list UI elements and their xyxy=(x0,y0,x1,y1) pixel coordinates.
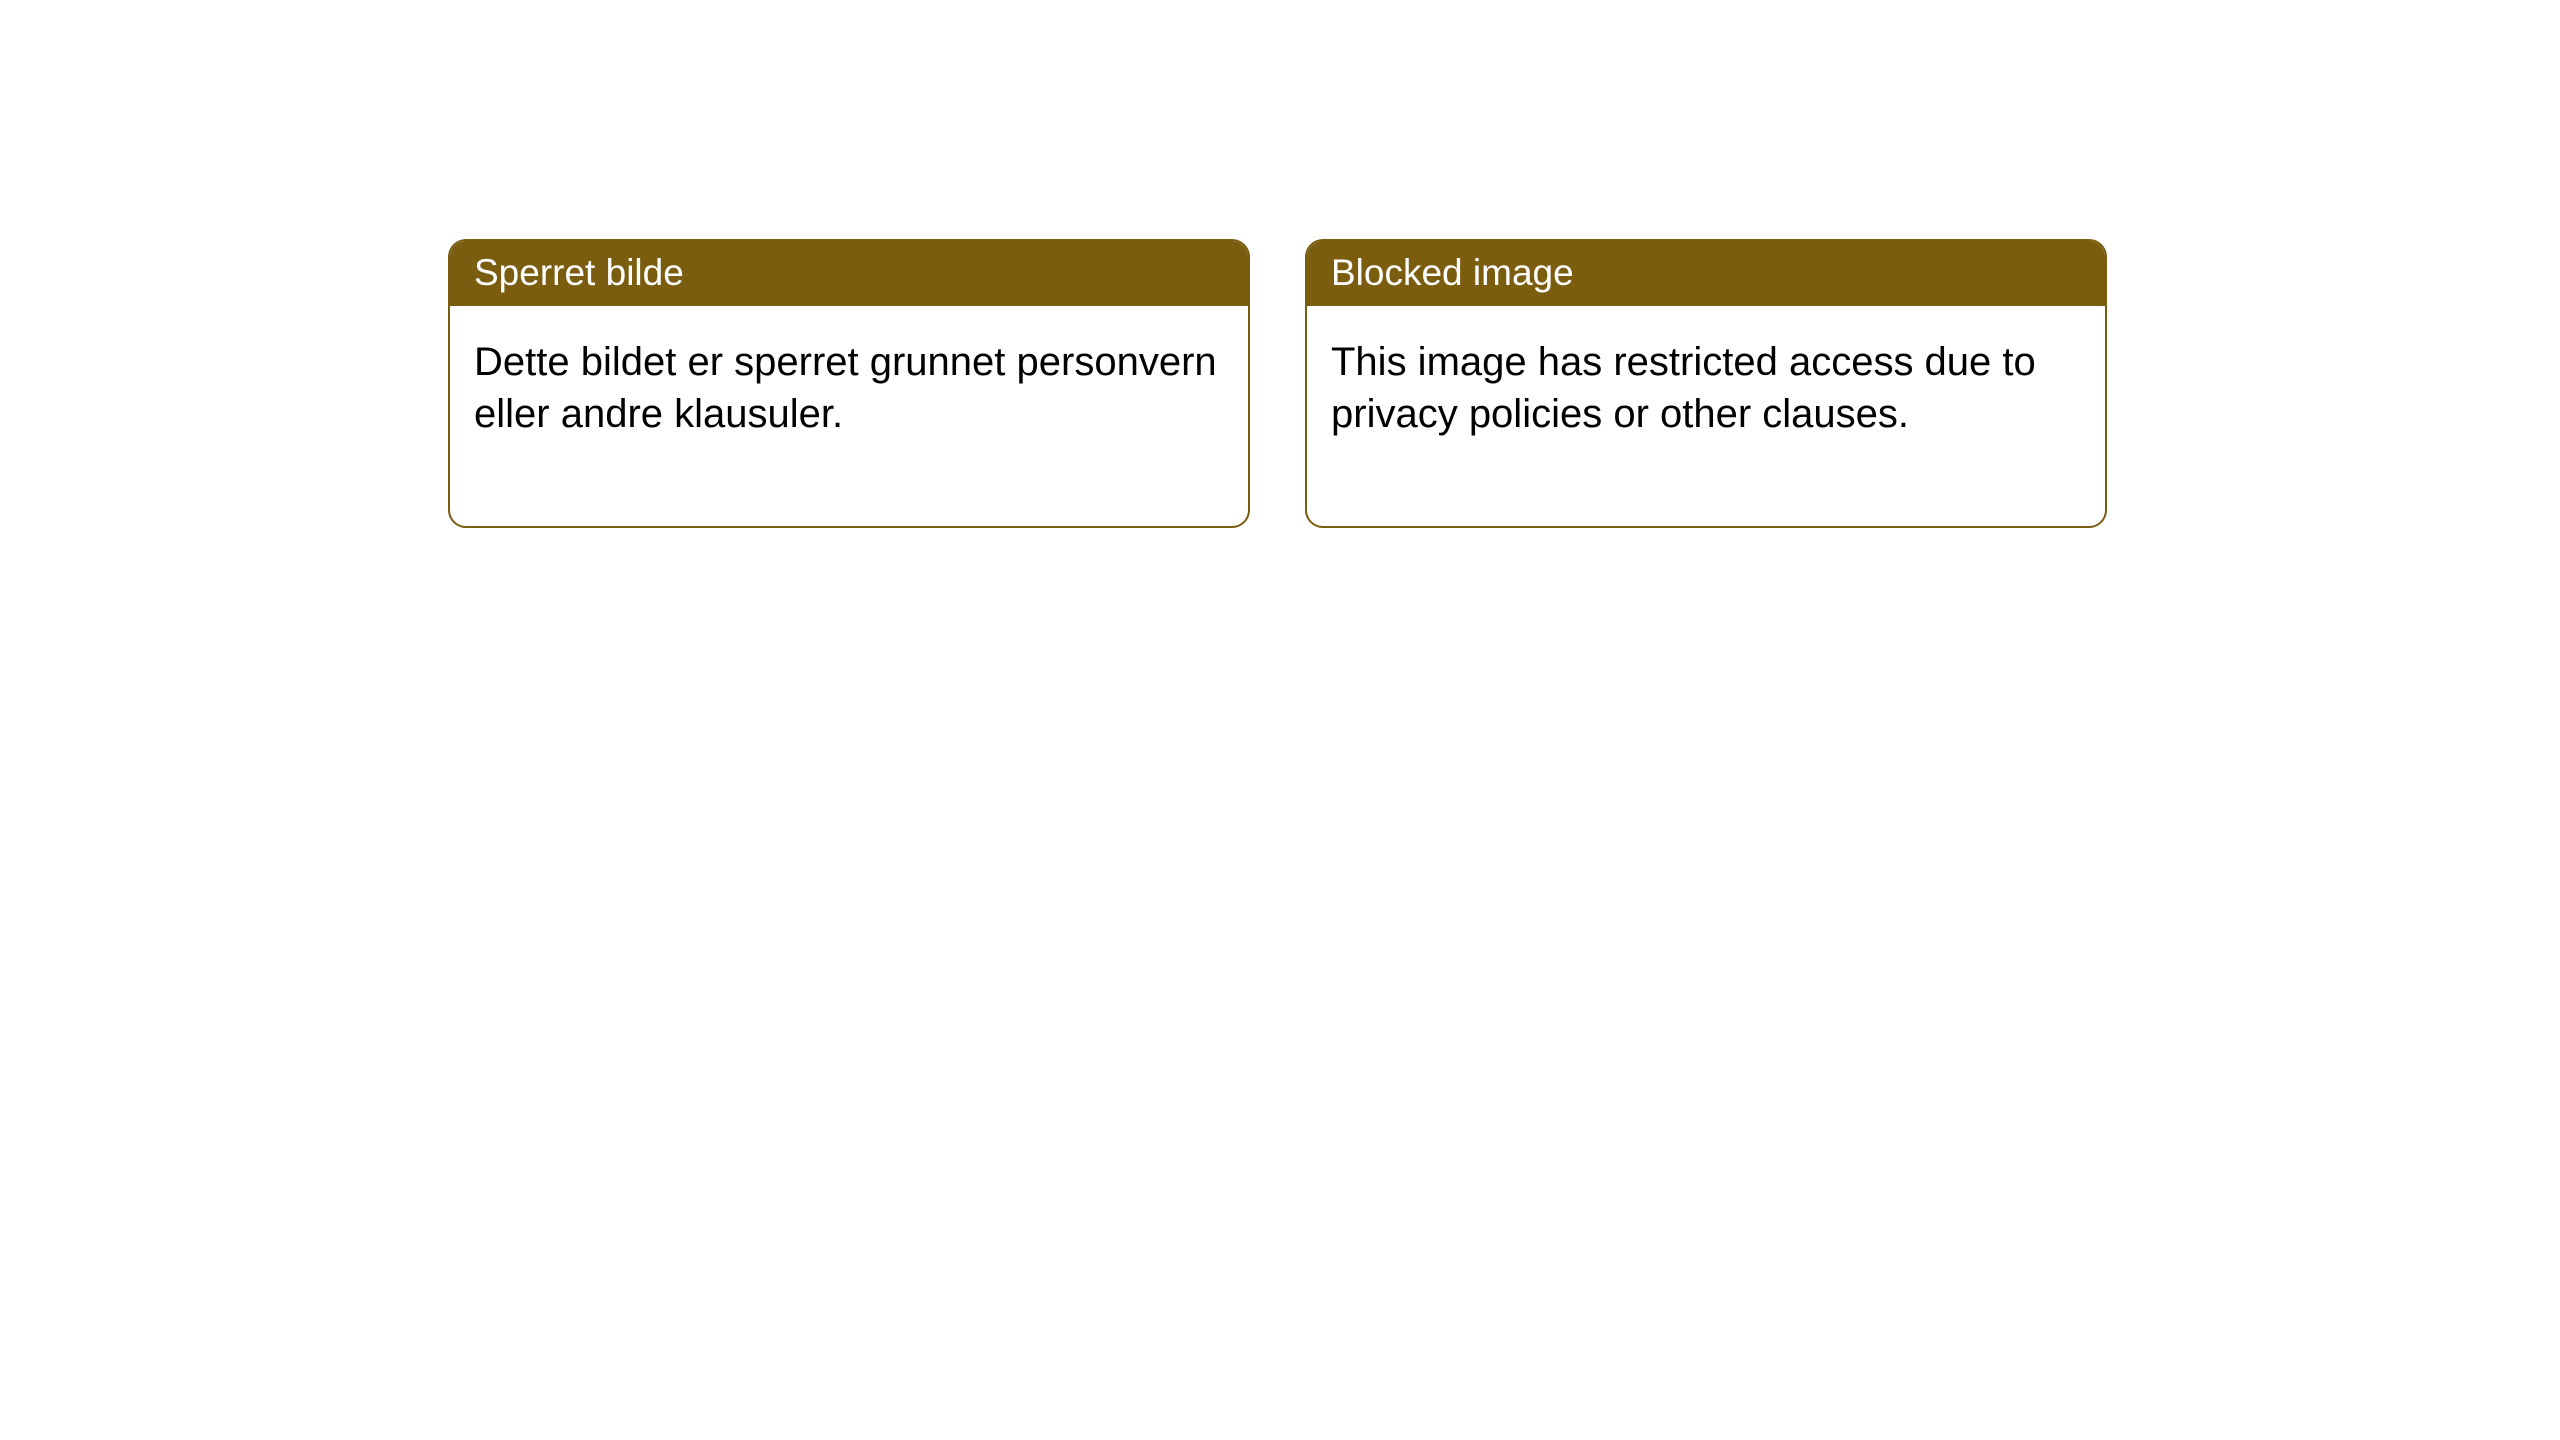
notice-container: Sperret bilde Dette bildet er sperret gr… xyxy=(448,239,2107,528)
notice-body-norwegian: Dette bildet er sperret grunnet personve… xyxy=(450,306,1248,526)
notice-title-english: Blocked image xyxy=(1307,241,2105,306)
notice-body-english: This image has restricted access due to … xyxy=(1307,306,2105,526)
notice-title-norwegian: Sperret bilde xyxy=(450,241,1248,306)
notice-card-english: Blocked image This image has restricted … xyxy=(1305,239,2107,528)
notice-card-norwegian: Sperret bilde Dette bildet er sperret gr… xyxy=(448,239,1250,528)
